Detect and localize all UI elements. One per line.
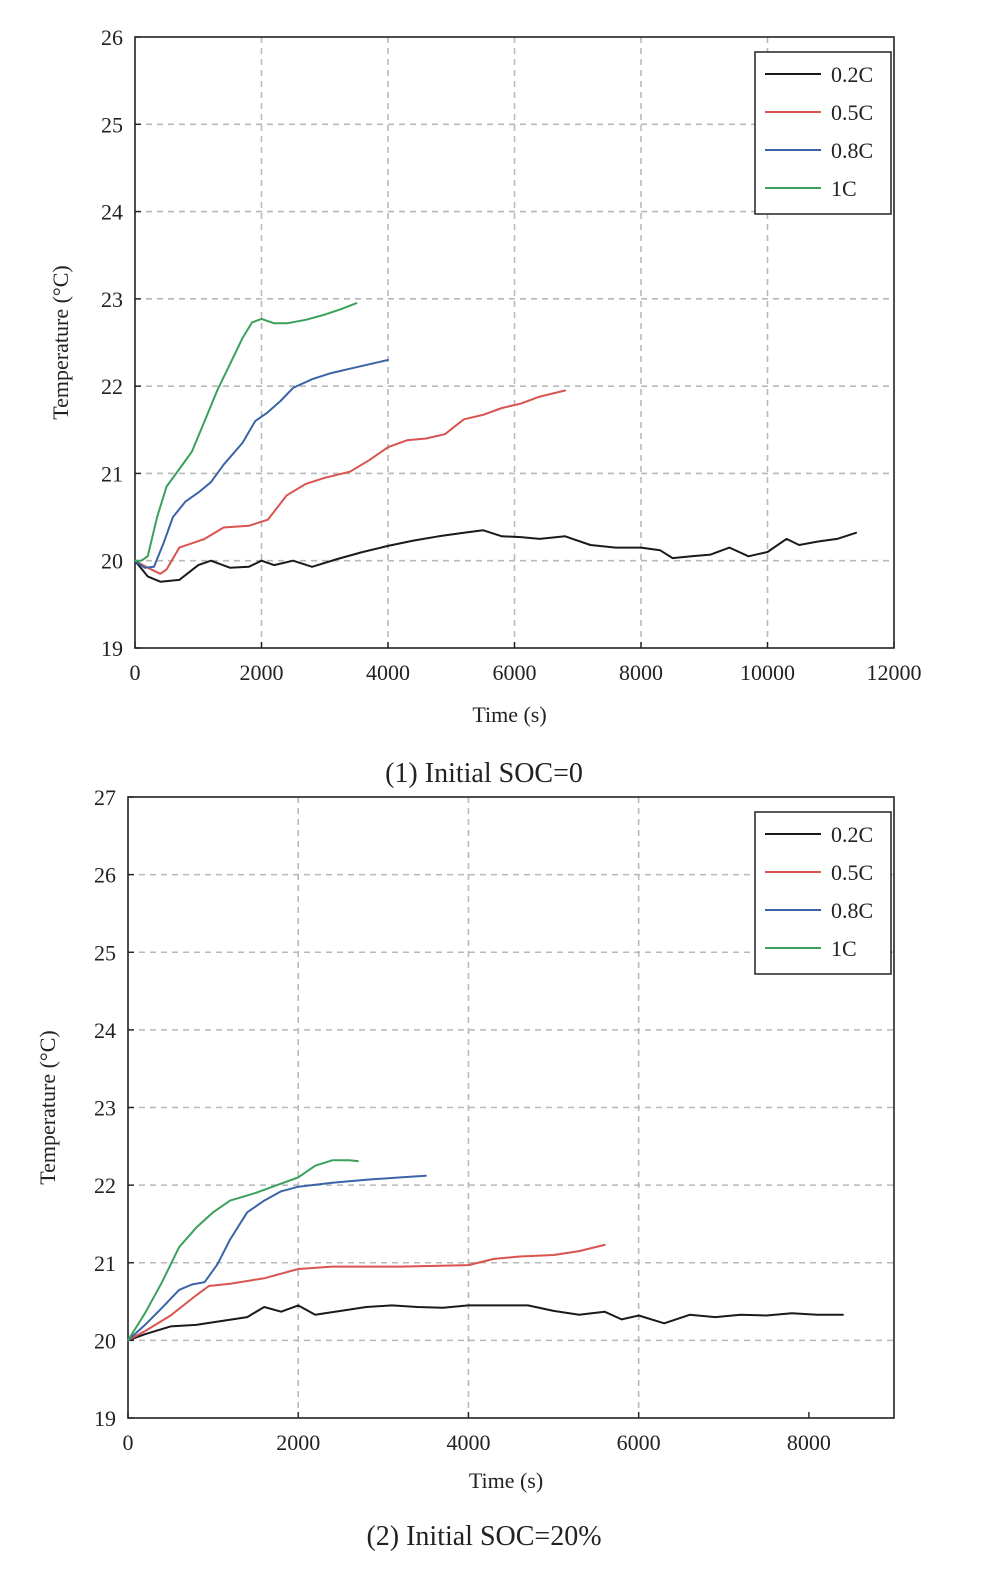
x-tick-label: 0 bbox=[130, 660, 141, 685]
legend-label-1C: 1C bbox=[831, 936, 857, 961]
y-tick-label: 19 bbox=[101, 636, 123, 661]
x-tick-label: 8000 bbox=[619, 660, 663, 685]
legend-label-0.5C: 0.5C bbox=[831, 860, 873, 885]
x-tick-label: 6000 bbox=[493, 660, 537, 685]
legend: 0.2C 0.5C 0.8C 1C bbox=[754, 51, 892, 215]
chart-caption: (2) Initial SOC=20% bbox=[366, 1521, 601, 1552]
y-axis-label: Temperature (°C) bbox=[48, 265, 73, 419]
x-axis-label: Time (s) bbox=[472, 702, 546, 727]
series-line-0.8C bbox=[134, 359, 389, 569]
x-tick-label: 0 bbox=[123, 1430, 134, 1455]
y-tick-label: 20 bbox=[94, 1328, 116, 1353]
y-tick-label: 21 bbox=[94, 1251, 116, 1276]
y-tick-label: 23 bbox=[94, 1096, 116, 1121]
y-tick-label: 26 bbox=[101, 25, 123, 50]
y-tick-label: 24 bbox=[101, 200, 123, 225]
series-line-1C bbox=[127, 1159, 359, 1342]
y-tick-label: 19 bbox=[94, 1406, 116, 1431]
series-line-0.5C bbox=[127, 1243, 606, 1342]
legend: 0.2C 0.5C 0.8C 1C bbox=[754, 811, 892, 975]
y-tick-label: 25 bbox=[101, 112, 123, 137]
legend-label-0.5C: 0.5C bbox=[831, 100, 873, 125]
series-line-0.2C bbox=[127, 1304, 844, 1342]
legend-label-0.8C: 0.8C bbox=[831, 138, 873, 163]
series-line-0.8C bbox=[127, 1174, 427, 1342]
legend-label-0.8C: 0.8C bbox=[831, 898, 873, 923]
x-tick-label: 6000 bbox=[617, 1430, 661, 1455]
chart-1: 0 2000 4000 6000 8000 10000 12000 19 20 21 22 23 24 2… bbox=[48, 25, 922, 789]
y-tick-label: 20 bbox=[101, 549, 123, 574]
series-line-0.2C bbox=[134, 529, 857, 583]
chart-2: 0 2000 4000 6000 8000 19 20 21 22 23 24 25 26 27 Time … bbox=[35, 785, 895, 1552]
chart-caption: (1) Initial SOC=0 bbox=[385, 758, 583, 789]
x-tick-label: 2000 bbox=[240, 660, 284, 685]
y-tick-label: 22 bbox=[94, 1173, 116, 1198]
y-tick-label: 26 bbox=[94, 863, 116, 888]
x-tick-label: 10000 bbox=[740, 660, 795, 685]
y-tick-label: 25 bbox=[94, 940, 116, 965]
y-tick-label: 27 bbox=[94, 785, 116, 810]
x-tick-label: 4000 bbox=[446, 1430, 490, 1455]
y-tick-label: 24 bbox=[94, 1018, 116, 1043]
x-axis-label: Time (s) bbox=[469, 1468, 543, 1493]
legend-label-0.2C: 0.2C bbox=[831, 62, 873, 87]
y-tick-label: 23 bbox=[101, 287, 123, 312]
legend-label-0.2C: 0.2C bbox=[831, 822, 873, 847]
y-axis-label: Temperature (°C) bbox=[35, 1030, 60, 1184]
x-tick-label: 4000 bbox=[366, 660, 410, 685]
series-line-1C bbox=[134, 302, 358, 562]
x-tick-label: 12000 bbox=[867, 660, 922, 685]
y-tick-label: 22 bbox=[101, 374, 123, 399]
series-line-0.5C bbox=[134, 389, 567, 575]
legend-label-1C: 1C bbox=[831, 176, 857, 201]
y-tick-label: 21 bbox=[101, 461, 123, 486]
x-tick-label: 2000 bbox=[276, 1430, 320, 1455]
x-tick-label: 8000 bbox=[787, 1430, 831, 1455]
